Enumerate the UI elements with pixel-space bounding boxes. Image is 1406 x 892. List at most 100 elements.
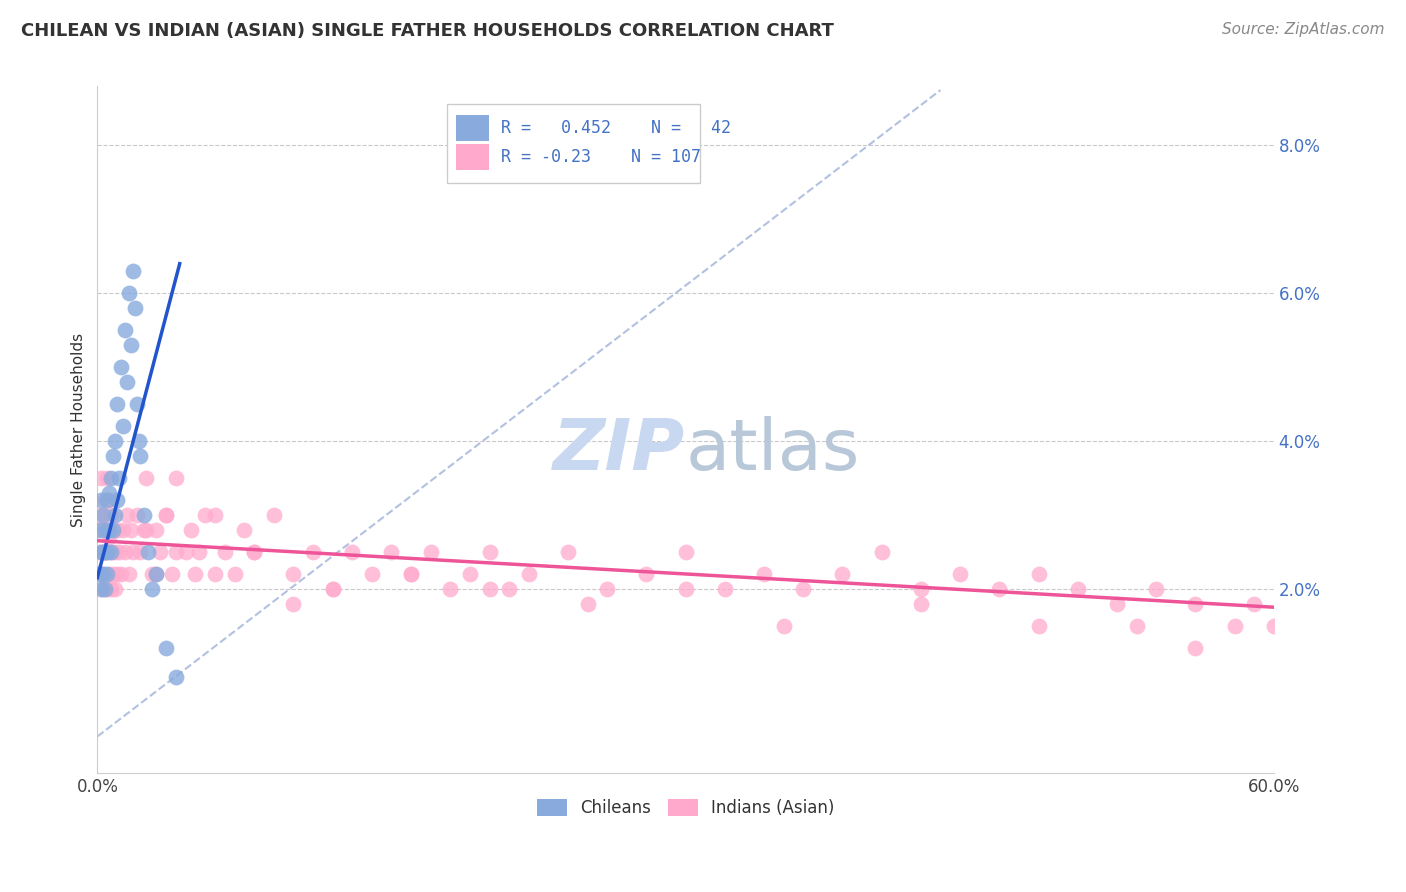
Point bbox=[90, 566, 112, 581]
Point bbox=[792, 582, 814, 596]
Point bbox=[675, 545, 697, 559]
Point bbox=[98, 485, 121, 500]
Point bbox=[96, 566, 118, 581]
Point bbox=[224, 566, 246, 581]
Point bbox=[100, 582, 122, 596]
Point bbox=[165, 545, 187, 559]
Point bbox=[1144, 582, 1167, 596]
Point bbox=[98, 530, 121, 544]
Point bbox=[114, 545, 136, 559]
Point bbox=[91, 508, 114, 522]
Point bbox=[100, 545, 122, 559]
Point bbox=[104, 545, 127, 559]
Point bbox=[121, 264, 143, 278]
Point bbox=[94, 493, 117, 508]
Point bbox=[90, 582, 112, 596]
Point bbox=[100, 545, 122, 559]
Point bbox=[136, 545, 159, 559]
Point bbox=[1028, 618, 1050, 632]
Point bbox=[557, 545, 579, 559]
Point bbox=[134, 508, 156, 522]
Text: CHILEAN VS INDIAN (ASIAN) SINGLE FATHER HOUSEHOLDS CORRELATION CHART: CHILEAN VS INDIAN (ASIAN) SINGLE FATHER … bbox=[21, 22, 834, 40]
Point bbox=[1125, 618, 1147, 632]
Point bbox=[94, 545, 117, 559]
Point bbox=[155, 508, 177, 522]
Point bbox=[831, 566, 853, 581]
Point bbox=[129, 449, 152, 463]
Point bbox=[1223, 618, 1246, 632]
Point bbox=[104, 434, 127, 448]
Point bbox=[118, 286, 141, 301]
Point bbox=[108, 471, 131, 485]
Point bbox=[498, 582, 520, 596]
Point bbox=[100, 471, 122, 485]
Point bbox=[100, 508, 122, 522]
Point bbox=[125, 397, 148, 411]
Point bbox=[121, 545, 143, 559]
Point bbox=[105, 397, 128, 411]
Point bbox=[96, 493, 118, 508]
Point bbox=[145, 523, 167, 537]
Point bbox=[98, 523, 121, 537]
Point bbox=[114, 323, 136, 337]
Point bbox=[1263, 618, 1285, 632]
Point bbox=[1184, 640, 1206, 655]
Point bbox=[145, 566, 167, 581]
Point bbox=[115, 375, 138, 389]
Point bbox=[188, 545, 211, 559]
Point bbox=[94, 523, 117, 537]
Point bbox=[596, 582, 619, 596]
Point bbox=[714, 582, 737, 596]
Point bbox=[101, 523, 124, 537]
Point bbox=[184, 566, 207, 581]
Point bbox=[752, 566, 775, 581]
Point bbox=[91, 566, 114, 581]
Point bbox=[155, 508, 177, 522]
Point bbox=[94, 582, 117, 596]
Point bbox=[98, 566, 121, 581]
Point bbox=[105, 523, 128, 537]
Point bbox=[91, 545, 114, 559]
Point bbox=[149, 545, 172, 559]
Point bbox=[160, 566, 183, 581]
Point bbox=[89, 545, 111, 559]
Point bbox=[111, 523, 134, 537]
Point bbox=[243, 545, 266, 559]
Point bbox=[98, 493, 121, 508]
Point bbox=[322, 582, 344, 596]
Point bbox=[89, 508, 111, 522]
Point bbox=[118, 566, 141, 581]
Point bbox=[214, 545, 236, 559]
Point bbox=[96, 582, 118, 596]
Point bbox=[134, 523, 156, 537]
Point bbox=[104, 582, 127, 596]
Point bbox=[110, 360, 132, 375]
Point bbox=[263, 508, 285, 522]
Point bbox=[233, 523, 256, 537]
Point bbox=[180, 523, 202, 537]
Point bbox=[439, 582, 461, 596]
Point bbox=[360, 566, 382, 581]
Point bbox=[110, 566, 132, 581]
Point bbox=[243, 545, 266, 559]
Text: R =   0.452    N =   42: R = 0.452 N = 42 bbox=[501, 120, 731, 137]
Point bbox=[910, 597, 932, 611]
Point bbox=[870, 545, 893, 559]
Point bbox=[90, 493, 112, 508]
Point bbox=[194, 508, 217, 522]
Point bbox=[988, 582, 1011, 596]
Point bbox=[120, 523, 142, 537]
Point bbox=[90, 545, 112, 559]
Point bbox=[478, 582, 501, 596]
Point bbox=[419, 545, 441, 559]
Point bbox=[135, 523, 157, 537]
Point bbox=[108, 545, 131, 559]
Point bbox=[94, 545, 117, 559]
Point bbox=[204, 566, 226, 581]
Point bbox=[517, 566, 540, 581]
Point bbox=[342, 545, 364, 559]
Point bbox=[101, 449, 124, 463]
Point bbox=[380, 545, 402, 559]
Point bbox=[1028, 566, 1050, 581]
Point bbox=[910, 582, 932, 596]
